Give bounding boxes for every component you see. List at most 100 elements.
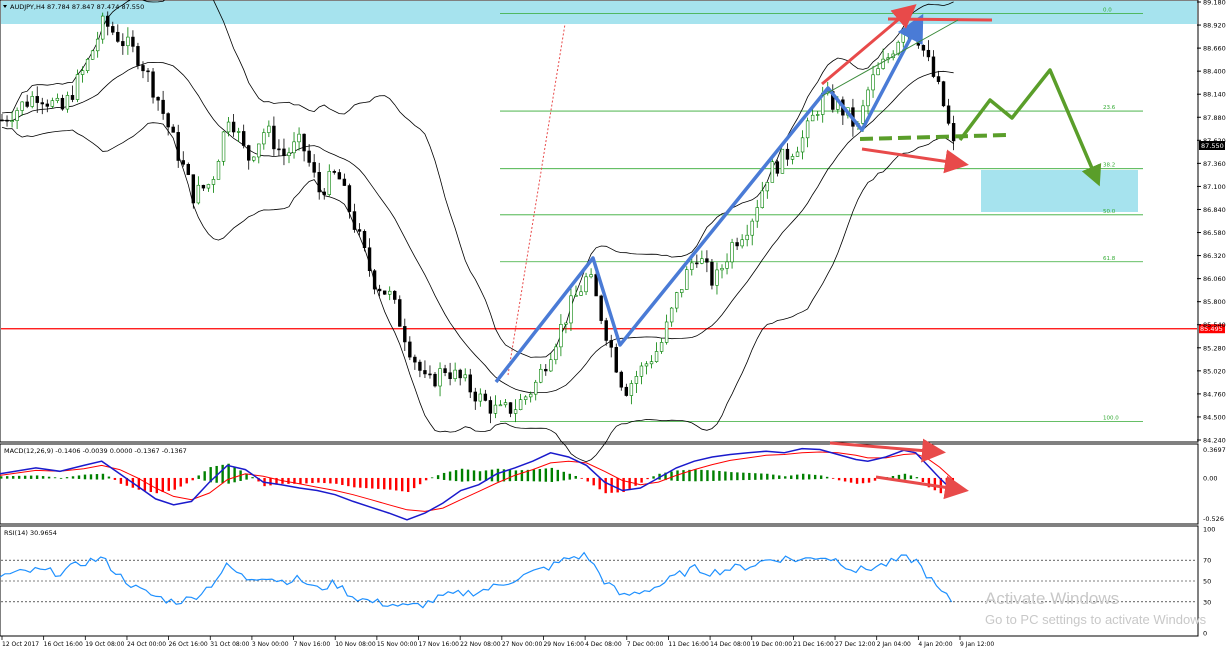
macd-bar — [311, 477, 314, 484]
rsi-tick-label: 50 — [1203, 578, 1211, 586]
macd-bar — [484, 470, 488, 481]
candle-body — [377, 288, 382, 292]
candle-body — [201, 184, 206, 189]
candle-body — [292, 141, 296, 154]
macd-bar — [83, 474, 87, 480]
macd-bar — [377, 477, 380, 489]
candle-body — [498, 404, 503, 407]
macd-bar — [538, 469, 542, 482]
macd-bar — [754, 473, 757, 480]
candle-body — [443, 368, 447, 373]
macd-bar — [640, 477, 643, 483]
price-tick-label: 87.360 — [1203, 160, 1226, 168]
candle-body — [367, 247, 372, 272]
candle-body — [106, 15, 110, 27]
macd-bar — [275, 477, 278, 485]
candle-body — [287, 152, 291, 157]
candle-body — [906, 28, 911, 35]
macd-bar — [766, 473, 769, 480]
macd-bar — [107, 476, 111, 479]
candle-body — [876, 68, 880, 76]
macd-bar — [233, 467, 236, 483]
candle-body — [528, 393, 533, 398]
candle-body — [297, 133, 301, 143]
candle-body — [483, 393, 488, 401]
macd-bar — [784, 476, 787, 479]
macd-bar — [197, 475, 200, 479]
candle-body — [624, 386, 629, 396]
candle-body — [881, 58, 885, 69]
macd-bar — [383, 477, 386, 490]
macd-bar — [724, 471, 727, 481]
candles — [0, 11, 956, 424]
candle-body — [277, 148, 281, 151]
macd-bar — [53, 477, 57, 479]
macd-bar — [227, 463, 230, 484]
candle-body — [357, 229, 362, 232]
price-tick-label: 84.500 — [1203, 413, 1226, 421]
dropdown-icon[interactable] — [3, 5, 7, 8]
candle-body — [669, 307, 674, 323]
macd-bar — [299, 477, 302, 484]
macd-header: MACD(12,26,9) -0.1406 -0.0039 0.0000 -0.… — [4, 447, 187, 455]
macd-bar — [556, 469, 560, 482]
candle-body — [302, 133, 306, 152]
time-tick-label: 11 Dec 16:00 — [668, 641, 709, 648]
macd-bar — [670, 471, 673, 481]
time-tick-label: 17 Nov 16:00 — [419, 641, 460, 648]
candle-body — [372, 270, 377, 290]
macd-bar — [472, 470, 476, 481]
fib-level-label: 0.0 — [1103, 8, 1112, 14]
price-tick-label: 85.280 — [1203, 344, 1226, 352]
candle-body — [226, 121, 231, 133]
candle-body — [408, 341, 412, 358]
macd-bar — [742, 472, 745, 481]
bollinger-lower — [1, 122, 954, 463]
price-tick-label: 85.540 — [1203, 321, 1226, 329]
macd-bar — [562, 471, 565, 481]
candle-body — [795, 151, 800, 157]
candle-body — [322, 191, 326, 195]
candle-body — [866, 89, 870, 107]
macd-bar — [634, 477, 637, 486]
macd-bar — [17, 475, 21, 479]
candle-body — [861, 105, 865, 124]
macd-bar — [897, 474, 901, 480]
candle-body — [156, 96, 160, 101]
candle-body — [574, 295, 578, 297]
price-tick-label: 84.760 — [1203, 390, 1226, 398]
time-tick-label: 21 Dec 16:00 — [793, 641, 834, 648]
candle-body — [136, 46, 140, 66]
bollinger-upper — [1, 0, 954, 358]
macd-bar — [395, 477, 398, 491]
macd-bar — [700, 469, 703, 482]
candle-body — [644, 363, 649, 367]
macd-bar — [843, 477, 847, 482]
candle-body — [60, 97, 65, 110]
time-tick-label: 29 Nov 16:00 — [543, 641, 584, 648]
candle-body — [659, 342, 664, 352]
candle-body — [503, 402, 508, 406]
macd-bar — [628, 477, 631, 489]
candle-body — [10, 120, 14, 122]
macd-bar — [550, 467, 554, 482]
candle-body — [770, 161, 775, 183]
time-tick-label: 19 Dec 00:00 — [752, 641, 793, 648]
macd-bar — [849, 477, 853, 483]
bollinger-bands — [1, 0, 954, 463]
candle-body — [231, 121, 236, 133]
candle-body — [90, 50, 95, 60]
macd-bar — [891, 476, 895, 479]
trend-channel-line — [821, 19, 959, 97]
candle-body — [579, 291, 583, 296]
macd-bar — [155, 477, 159, 494]
macd-bar — [65, 477, 69, 479]
candle-body — [564, 322, 568, 325]
candle-body — [126, 36, 130, 47]
time-tick-label: 4 Jan 20:00 — [918, 641, 952, 648]
candle-body — [453, 369, 457, 379]
candle-body — [65, 95, 70, 110]
macd-main-line — [0, 447, 953, 521]
